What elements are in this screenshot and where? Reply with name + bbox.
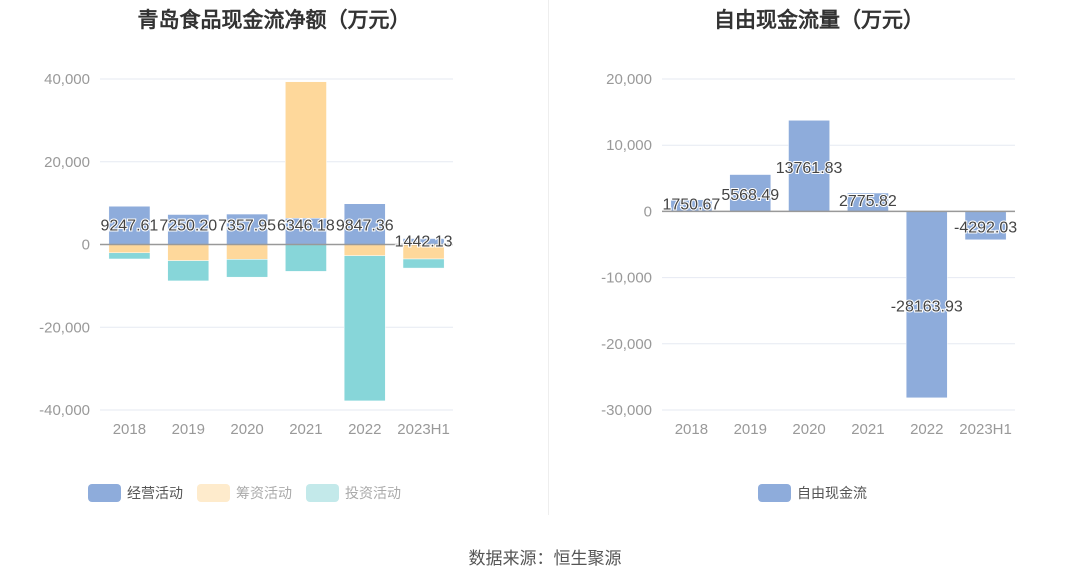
x-tick-label: 2018 — [113, 421, 146, 438]
data-label: 2775.82 — [839, 193, 897, 210]
x-tick-label: 2023H1 — [397, 421, 450, 438]
bar-自由现金流 — [905, 211, 948, 399]
x-tick-label: 2022 — [348, 421, 381, 438]
y-tick-label: 10,000 — [606, 137, 652, 154]
legend-swatch — [758, 484, 791, 502]
data-label: 7250.20 — [159, 218, 217, 235]
x-tick-label: 2018 — [675, 421, 708, 438]
y-tick-label: 0 — [644, 203, 652, 220]
y-tick-label: 20,000 — [606, 71, 652, 88]
bar-筹资活动 — [285, 81, 327, 219]
data-label: 6346.18 — [277, 218, 335, 235]
bar-经营活动 — [226, 213, 268, 245]
x-tick-label: 2019 — [734, 421, 767, 438]
legend-label: 自由现金流 — [797, 485, 867, 501]
x-tick-label: 2019 — [172, 421, 205, 438]
data-label: 9847.36 — [336, 218, 394, 235]
x-tick-label: 2021 — [289, 421, 322, 438]
bar-经营活动 — [108, 205, 151, 245]
bar-经营活动 — [285, 217, 327, 245]
bar-投资活动 — [226, 259, 268, 278]
bar-投资活动 — [285, 244, 327, 272]
y-tick-label: -10,000 — [601, 270, 652, 287]
data-label: -28163.93 — [891, 299, 963, 316]
legend-item-investing[interactable]: 投资活动 — [306, 483, 401, 503]
bar-筹资活动 — [108, 244, 151, 254]
legend-swatch — [306, 484, 339, 502]
y-tick-label: -30,000 — [601, 402, 652, 419]
source-footer: 数据来源：恒生聚源 — [468, 549, 622, 568]
divider — [548, 0, 549, 515]
bar-经营活动 — [167, 214, 210, 245]
x-tick-label: 2021 — [851, 421, 884, 438]
legend-swatch — [197, 484, 230, 502]
x-tick-label: 2023H1 — [959, 421, 1012, 438]
x-tick-label: 2020 — [792, 421, 825, 438]
data-label: 9247.61 — [100, 218, 158, 235]
data-label: -4292.03 — [954, 220, 1017, 237]
bar-筹资活动 — [226, 244, 268, 260]
bar-投资活动 — [108, 252, 151, 260]
bar-投资活动 — [402, 258, 445, 269]
legend-label: 投资活动 — [345, 485, 401, 501]
y-tick-label: -20,000 — [601, 336, 652, 353]
right-chart-title: 自由现金流量（万元） — [714, 9, 924, 32]
left-chart-title: 青岛食品现金流净额（万元） — [137, 9, 411, 32]
x-tick-label: 2022 — [910, 421, 943, 438]
bar-筹资活动 — [343, 244, 386, 256]
legend-item-fcf[interactable]: 自由现金流 — [758, 483, 867, 503]
data-label: 1750.67 — [662, 197, 720, 214]
y-tick-label: 0 — [82, 237, 90, 254]
data-label: 7357.95 — [218, 218, 276, 235]
bar-经营活动 — [343, 203, 386, 245]
left-legend: 经营活动 筹资活动 投资活动 — [88, 483, 401, 503]
bar-自由现金流 — [964, 211, 1007, 241]
y-tick-label: 40,000 — [44, 71, 90, 88]
legend-label: 经营活动 — [127, 485, 183, 501]
legend-swatch — [88, 484, 121, 502]
data-label: 13761.83 — [776, 160, 843, 177]
x-tick-label: 2020 — [230, 421, 263, 438]
data-label: 5568.49 — [721, 187, 779, 204]
legend-item-financing[interactable]: 筹资活动 — [197, 483, 292, 503]
bar-投资活动 — [167, 260, 210, 282]
y-tick-label: -40,000 — [39, 402, 90, 419]
data-label: 1442.13 — [395, 234, 453, 251]
legend-label: 筹资活动 — [236, 485, 292, 501]
y-tick-label: -20,000 — [39, 319, 90, 336]
bar-投资活动 — [343, 255, 386, 402]
y-tick-label: 20,000 — [44, 154, 90, 171]
right-legend: 自由现金流 — [758, 483, 867, 503]
bar-筹资活动 — [167, 244, 210, 261]
bar-自由现金流 — [729, 174, 772, 212]
legend-item-operating[interactable]: 经营活动 — [88, 483, 183, 503]
